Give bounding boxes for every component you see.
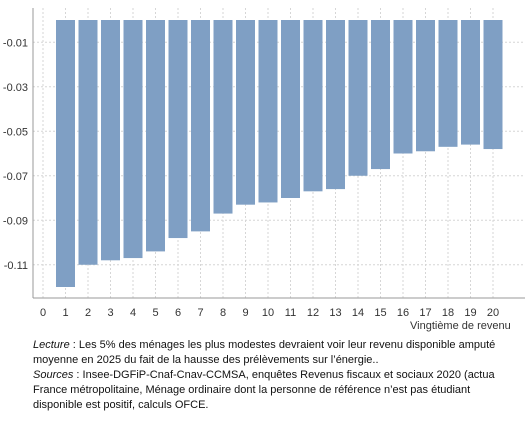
lecture-text-2: moyenne en 2025 du fait de la hausse des… (33, 354, 379, 366)
bar-20 (483, 20, 503, 150)
y-tick-labels: -0.01 -0.03 -0.05 -0.07 -0.09 -0.11 (3, 37, 28, 272)
x-axis-label: Vingtième de revenu (410, 320, 511, 332)
bar-19 (461, 20, 480, 145)
x-tick-label: 6 (175, 307, 181, 319)
sources-text-1: : Insee-DGFiP-Cnaf-Cnav-CCMSA, enquêtes … (73, 369, 495, 381)
x-tick-label: 14 (352, 307, 364, 319)
y-tick-label: -0.09 (3, 215, 28, 227)
sources-line-1: Sources : Insee-DGFiP-Cnaf-Cnav-CCMSA, e… (33, 368, 528, 383)
bar-11 (281, 20, 300, 198)
x-tick-label: 2 (85, 307, 91, 319)
x-tick-label: 7 (197, 307, 203, 319)
lecture-text-1: : Les 5% des ménages les plus modestes d… (69, 339, 496, 351)
x-tick-label: 0 (40, 307, 46, 319)
bar-3 (101, 20, 120, 261)
bar-15 (371, 20, 390, 170)
y-tick-label: -0.03 (3, 82, 28, 94)
bar-1 (56, 20, 75, 287)
x-tick-label: 20 (487, 307, 499, 319)
x-tick-label: 17 (419, 307, 431, 319)
lecture-label: Lecture (33, 339, 70, 351)
x-tick-label: 16 (397, 307, 409, 319)
axes (32, 8, 525, 299)
y-tick-label: -0.11 (4, 260, 28, 272)
bar-10 (258, 20, 278, 203)
bar-4 (123, 20, 143, 259)
x-tick-label: 11 (285, 307, 296, 319)
sources-label: Sources (33, 369, 74, 381)
x-tick-label: 10 (262, 307, 274, 319)
sources-text-2: France métropolitaine, Ménage ordinaire … (33, 384, 471, 396)
x-tick-label: 12 (307, 307, 319, 319)
y-tick-label: -0.07 (3, 171, 28, 183)
x-tick-label: 18 (442, 307, 454, 319)
bar-5 (146, 20, 165, 252)
x-tick-labels: 0 1 2 3 4 5 6 7 8 9 10 11 12 13 14 15 16 17 18 19 20 (40, 307, 499, 319)
x-tick-label: 8 (220, 307, 226, 319)
x-tick-label: 9 (242, 307, 248, 319)
bar-14 (348, 20, 368, 176)
lecture-line-1: Lecture : Les 5% des ménages les plus mo… (33, 338, 528, 353)
y-tick-label: -0.05 (3, 126, 28, 138)
x-tick-label: 1 (62, 307, 68, 319)
bar-9 (236, 20, 255, 205)
x-tick-label: 5 (152, 307, 158, 319)
x-tick-label: 19 (464, 307, 476, 319)
bars (56, 20, 503, 287)
bar-2 (78, 20, 98, 265)
x-tick-label: 3 (107, 307, 113, 319)
bar-8 (213, 20, 233, 214)
x-tick-label: 13 (329, 307, 341, 319)
bar-13 (326, 20, 345, 190)
x-tick-label: 15 (374, 307, 386, 319)
bar-17 (416, 20, 435, 152)
sources-text-3: disponible est positif, calculs OFCE. (33, 399, 209, 411)
bar-12 (303, 20, 323, 192)
bar-16 (393, 20, 413, 154)
chart-notes: Lecture : Les 5% des ménages les plus mo… (33, 338, 528, 413)
bar-7 (191, 20, 210, 232)
bar-18 (438, 20, 458, 147)
y-tick-label: -0.01 (3, 37, 28, 49)
x-tick-label: 4 (130, 307, 136, 319)
bar-6 (168, 20, 188, 239)
